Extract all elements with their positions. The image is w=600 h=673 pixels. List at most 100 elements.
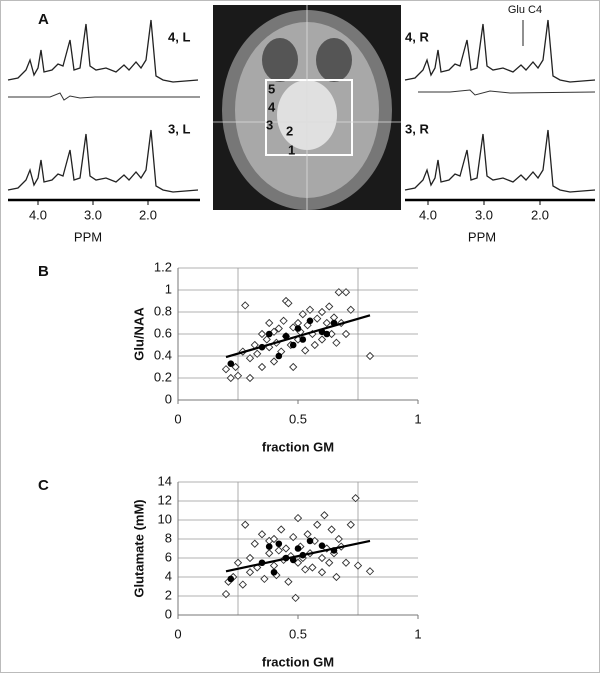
point: [265, 330, 273, 338]
point: [313, 314, 322, 323]
point: [233, 558, 243, 567]
point: [257, 329, 267, 339]
point: [293, 513, 303, 523]
x-tick-label: 3.0: [475, 207, 493, 222]
point: [323, 330, 331, 338]
point: [274, 546, 283, 555]
spectrum-label: 3, R: [405, 121, 429, 136]
axis-title: PPM: [74, 229, 102, 244]
point: [289, 532, 298, 542]
point: [341, 558, 351, 567]
point: [305, 305, 315, 314]
point: [282, 332, 290, 340]
point: [227, 360, 235, 368]
point: [325, 558, 334, 567]
y-tick-label: 1.2: [154, 259, 172, 274]
point: [332, 338, 341, 347]
point: [226, 373, 235, 383]
y-tick-label: 10: [158, 511, 172, 526]
point: [320, 511, 329, 520]
axis-title: Glu/NAA: [131, 307, 146, 361]
point: [301, 346, 310, 355]
voxel-label: 5: [268, 81, 275, 96]
point: [334, 534, 343, 544]
point: [303, 530, 312, 539]
point: [334, 288, 343, 297]
panel-label: C: [38, 477, 49, 494]
panel-label: B: [38, 263, 49, 280]
point: [317, 553, 327, 563]
y-tick-label: 0.4: [154, 347, 172, 362]
point: [365, 351, 375, 361]
point: [238, 580, 247, 589]
axis-title: fraction GM: [262, 654, 334, 669]
point: [306, 317, 314, 325]
x-tick-label: 4.0: [419, 207, 437, 222]
voxel-label: 4: [268, 99, 276, 114]
y-tick-label: 14: [158, 473, 172, 488]
x-tick-label: 2.0: [139, 207, 157, 222]
point: [308, 563, 317, 572]
voxel-label: 3: [266, 117, 273, 132]
point: [322, 318, 331, 328]
y-tick-label: 1: [165, 281, 172, 296]
point: [299, 336, 307, 343]
point: [233, 371, 243, 380]
axis-title: fraction GM: [262, 439, 334, 454]
point: [294, 545, 302, 552]
x-tick-label: 0.5: [289, 626, 307, 641]
point: [327, 525, 336, 534]
point: [317, 307, 327, 317]
point: [241, 520, 250, 529]
y-tick-label: 12: [158, 492, 172, 507]
point: [325, 302, 334, 311]
x-tick-label: 3.0: [84, 207, 102, 222]
x-tick-label: 1: [414, 411, 421, 426]
point: [332, 572, 341, 582]
spectrum-label: 4, L: [168, 29, 190, 44]
y-tick-label: 0.6: [154, 325, 172, 340]
point: [265, 543, 273, 550]
point: [317, 335, 327, 344]
x-tick-label: 2.0: [531, 207, 549, 222]
point: [341, 329, 351, 339]
trendline: [225, 314, 371, 359]
point: [253, 349, 262, 358]
point: [245, 568, 255, 577]
y-tick-label: 0.2: [154, 369, 172, 384]
point: [298, 310, 307, 319]
point: [351, 494, 360, 503]
point: [318, 542, 326, 549]
point: [241, 301, 250, 310]
point: [306, 537, 314, 545]
y-tick-label: 4: [165, 568, 172, 583]
axis-title: PPM: [468, 229, 496, 244]
mri-image: [213, 5, 401, 210]
point: [353, 561, 363, 570]
point: [281, 544, 291, 553]
y-tick-label: 6: [165, 549, 172, 564]
trendline: [225, 539, 371, 573]
y-tick-label: 0: [165, 606, 172, 621]
point: [269, 357, 279, 366]
point: [317, 568, 327, 577]
spectrum-label: 4, R: [405, 29, 429, 44]
point: [284, 577, 293, 586]
annotation: Glu C4: [508, 4, 542, 16]
point: [221, 589, 231, 599]
voxel-label: 1: [288, 142, 295, 157]
point: [289, 362, 298, 372]
point: [341, 288, 351, 297]
x-tick-label: 0.5: [289, 411, 307, 426]
point: [257, 362, 267, 372]
point: [277, 525, 286, 534]
residual: [418, 89, 596, 96]
point: [279, 316, 288, 325]
point: [346, 520, 355, 529]
point: [262, 335, 271, 344]
point: [365, 567, 375, 576]
residual: [8, 92, 200, 101]
point: [289, 341, 297, 349]
point: [250, 539, 259, 548]
